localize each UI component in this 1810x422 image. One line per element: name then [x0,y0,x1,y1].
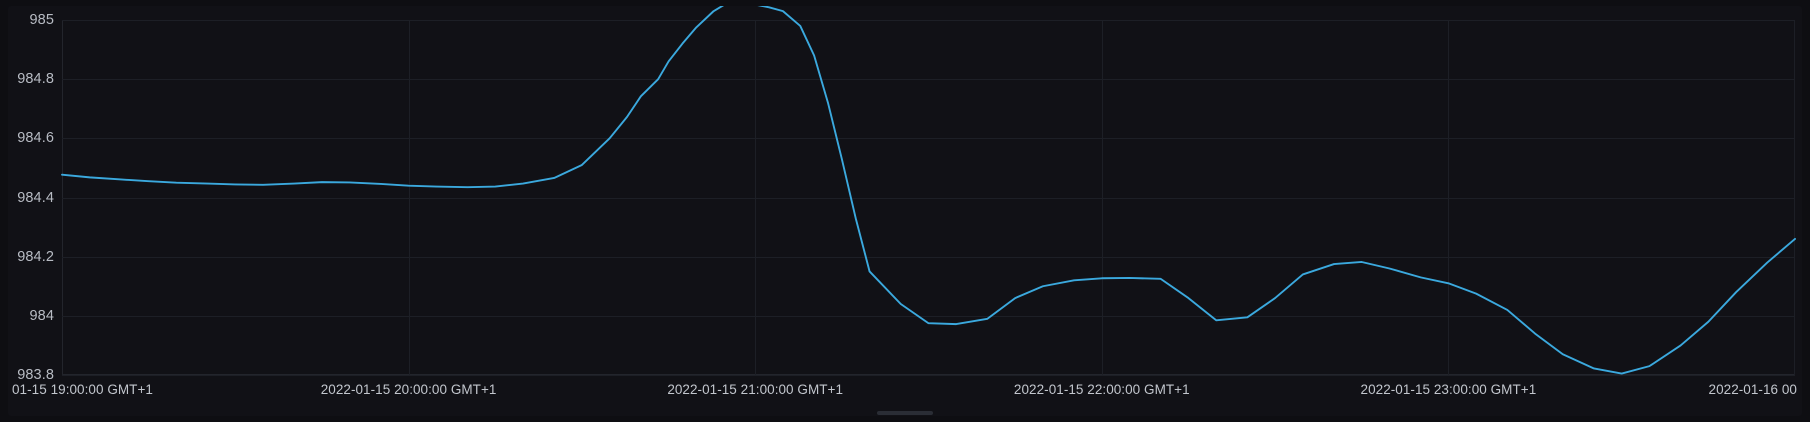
y-tick-label: 984.8 [17,71,54,88]
y-axis: 985 984.8 984.6 984.4 984.2 984 983.8 [8,12,54,383]
gridline-x [1101,20,1103,375]
x-tick-label: 2022-01-15 23:00:00 GMT+1 [1360,382,1537,397]
y-tick-label: 984.4 [17,189,54,206]
x-axis-line [62,374,1795,375]
x-tick-label: 2022-01-15 21:00:00 GMT+1 [667,382,844,397]
y-tick-label: 985 [29,12,54,28]
chart-canvas[interactable]: 985 984.8 984.6 984.4 984.2 984 983.8 01-15 19… [8,6,1802,416]
gridline-y [62,197,1795,199]
x-tick-label: 01-15 19:00:00 GMT+1 [12,382,153,397]
gridline-x [408,20,410,375]
x-tick-label: 2022-01-15 22:00:00 GMT+1 [1013,382,1190,397]
gridline-y [62,138,1795,140]
gridline-y [62,315,1795,317]
gridline-y [62,256,1795,258]
y-tick-label: 984.6 [17,130,54,147]
gridline-y [62,375,1795,376]
x-tick-label: 2022-01-15 20:00:00 GMT+1 [320,382,497,397]
plot-area[interactable] [62,20,1795,376]
panel-body: 985 984.8 984.6 984.4 984.2 984 983.8 01-15 19… [8,6,1802,416]
gridline-x [1794,20,1795,375]
horizontal-scroll-handle[interactable] [877,411,933,415]
series-line-pressure [62,20,1795,375]
gridline-x [1448,20,1450,375]
x-tick-label: 2022-01-16 00 [1708,382,1797,397]
gridline-y [62,20,1795,21]
gridline-y [62,79,1795,81]
y-tick-label: 984 [29,307,54,324]
y-tick-label: 983.8 [17,367,54,383]
gridline-x [755,20,757,375]
y-tick-label: 984.2 [17,248,54,265]
x-axis: 01-15 19:00:00 GMT+1 2022-01-15 20:00:00 … [8,382,1802,406]
